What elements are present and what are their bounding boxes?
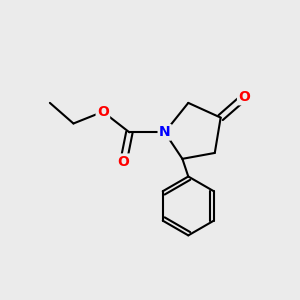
Text: O: O (238, 90, 250, 104)
Text: N: N (159, 125, 170, 139)
Text: O: O (97, 105, 109, 119)
Text: O: O (118, 155, 129, 169)
